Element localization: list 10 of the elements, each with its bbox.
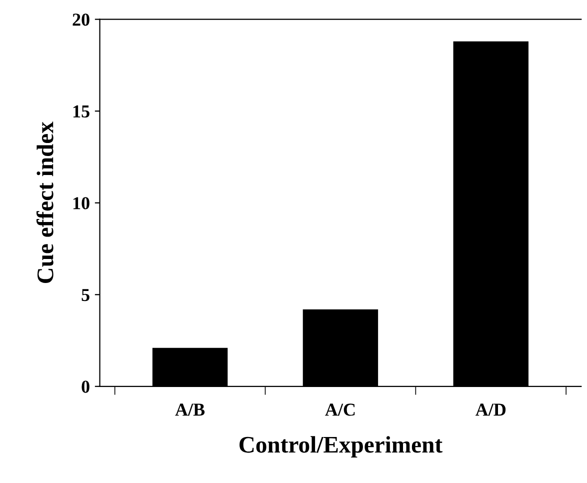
y-tick-label: 5 [82,289,90,302]
y-tick-label: 0 [82,380,90,393]
x-tick-label: A/D [476,404,506,416]
y-tick-label: 10 [73,197,90,210]
x-tick-label: A/B [175,404,205,416]
x-tick-label: A/C [325,404,355,416]
y-axis-title: Cue effect index [36,122,54,284]
y-tick-label: 20 [72,14,90,26]
x-axis-title: Control/Experiment [240,436,442,458]
y-tick-label: 15 [73,105,90,118]
